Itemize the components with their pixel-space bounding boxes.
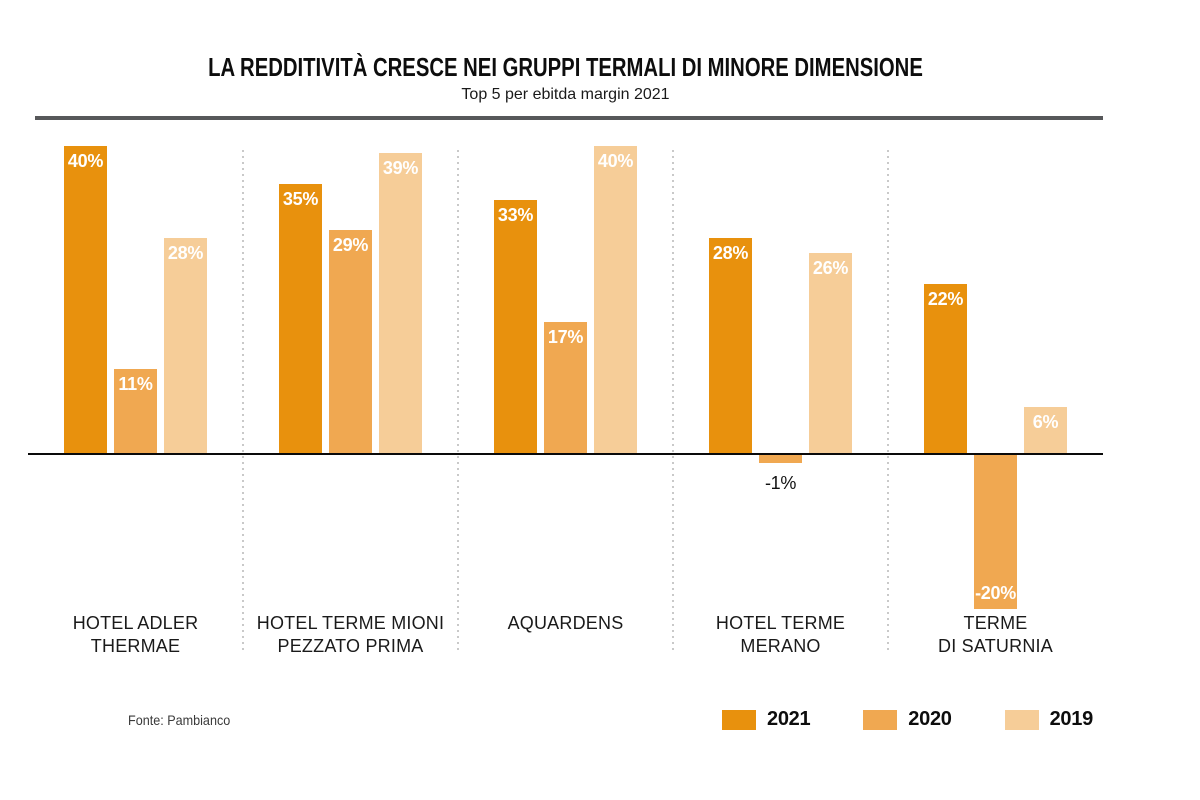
legend-item-2021: 2021 — [722, 708, 811, 731]
bar-value-label: 17% — [547, 327, 584, 347]
category-label: HOTEL TERME MERANO — [673, 612, 888, 658]
group-separator — [672, 150, 674, 650]
bar-2020-group5 — [974, 455, 1017, 609]
bar-2019-group1 — [164, 238, 207, 453]
bar-2019-group5 — [1024, 407, 1067, 453]
legend-item-2020: 2020 — [863, 708, 952, 731]
bar-value-label: 28% — [167, 243, 204, 263]
category-label-line: THERMAE — [90, 636, 181, 656]
bar-value-label: 33% — [497, 205, 534, 225]
category-label-line: DI SATURNIA — [938, 636, 1053, 656]
category-label-line: HOTEL ADLER — [72, 613, 199, 633]
bar-2021-group4 — [709, 238, 752, 453]
bar-2020-group2 — [329, 230, 372, 453]
bar-value-label: 35% — [282, 189, 319, 209]
header-divider — [35, 116, 1103, 120]
bar-value-label: 26% — [812, 258, 849, 278]
bar-value-label: 6% — [1032, 412, 1059, 432]
bar-value-label: 40% — [597, 151, 634, 171]
bar-value-label: 28% — [712, 243, 749, 263]
bar-value-label: 40% — [67, 151, 104, 171]
x-axis-line — [28, 453, 1103, 455]
legend-swatch-2020 — [863, 709, 898, 730]
bar-2021-group3 — [494, 200, 537, 453]
legend-label: 2019 — [1049, 708, 1094, 730]
legend-label: 2020 — [908, 708, 952, 730]
legend-swatch-2019 — [1004, 709, 1039, 730]
category-label: AQUARDENS — [458, 612, 673, 635]
category-label-line: MERANO — [740, 636, 821, 656]
chart-header: LA REDDITIVITÀ CRESCE NEI GRUPPI TERMALI… — [28, 52, 1103, 104]
bar-value-label: -20% — [975, 583, 1016, 603]
bar-2021-group1 — [64, 146, 107, 453]
category-label-line: AQUARDENS — [507, 613, 624, 633]
category-label-line: PEZZATO PRIMA — [277, 636, 424, 656]
chart-subtitle: Top 5 per ebitda margin 2021 — [461, 86, 670, 104]
legend: 2021 2020 2019 — [722, 708, 1093, 731]
bar-2020-group1 — [114, 369, 157, 453]
category-label: TERME DI SATURNIA — [888, 612, 1103, 658]
bar-2021-group2 — [279, 184, 322, 453]
category-label: HOTEL ADLER THERMAE — [28, 612, 243, 658]
group-separator — [457, 150, 459, 650]
bar-value-label: 22% — [927, 289, 964, 309]
bar-chart: HOTEL ADLER THERMAE HOTEL TERME MIONI PEZZA… — [28, 0, 1103, 700]
bar-2019-group2 — [379, 153, 422, 453]
bar-value-label: 39% — [382, 158, 419, 178]
group-separator — [242, 150, 244, 650]
group-separator — [887, 150, 889, 650]
category-label-line: TERME — [963, 613, 1028, 633]
bar-2020-group4 — [759, 455, 802, 463]
chart-title: LA REDDITIVITÀ CRESCE NEI GRUPPI TERMALI… — [208, 52, 923, 82]
source-note: Fonte: Pambianco — [128, 712, 231, 728]
category-label-line: HOTEL TERME — [715, 613, 846, 633]
bar-value-label: -1% — [764, 473, 797, 493]
legend-swatch-2021 — [722, 709, 756, 730]
bar-2020-group3 — [544, 322, 587, 453]
bar-value-label: 29% — [332, 235, 369, 255]
legend-item-2019: 2019 — [1004, 708, 1094, 731]
bar-2019-group3 — [594, 146, 637, 453]
bar-value-label: 11% — [118, 374, 153, 394]
category-label-line: HOTEL TERME MIONI — [256, 613, 445, 633]
legend-label: 2021 — [767, 708, 811, 730]
category-label: HOTEL TERME MIONI PEZZATO PRIMA — [243, 612, 458, 658]
bar-2021-group5 — [924, 284, 967, 453]
bar-2019-group4 — [809, 253, 852, 453]
